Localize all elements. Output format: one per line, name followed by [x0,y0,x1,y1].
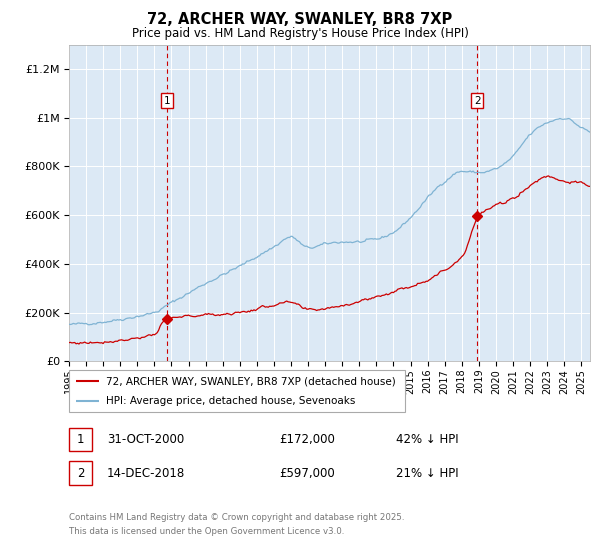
FancyBboxPatch shape [69,370,405,412]
Text: £172,000: £172,000 [279,433,335,446]
Text: 2: 2 [474,96,481,106]
Text: 2: 2 [77,466,84,480]
Text: Price paid vs. HM Land Registry's House Price Index (HPI): Price paid vs. HM Land Registry's House … [131,27,469,40]
Text: 42% ↓ HPI: 42% ↓ HPI [396,433,458,446]
Text: £597,000: £597,000 [279,466,335,480]
Text: 1: 1 [77,433,84,446]
Text: HPI: Average price, detached house, Sevenoaks: HPI: Average price, detached house, Seve… [106,396,355,406]
Text: 14-DEC-2018: 14-DEC-2018 [107,466,185,480]
Text: 31-OCT-2000: 31-OCT-2000 [107,433,184,446]
Text: 1: 1 [164,96,170,106]
Text: 72, ARCHER WAY, SWANLEY, BR8 7XP (detached house): 72, ARCHER WAY, SWANLEY, BR8 7XP (detach… [106,376,396,386]
Text: 72, ARCHER WAY, SWANLEY, BR8 7XP: 72, ARCHER WAY, SWANLEY, BR8 7XP [148,12,452,27]
Text: This data is licensed under the Open Government Licence v3.0.: This data is licensed under the Open Gov… [69,528,344,536]
Text: 21% ↓ HPI: 21% ↓ HPI [396,466,458,480]
Text: Contains HM Land Registry data © Crown copyright and database right 2025.: Contains HM Land Registry data © Crown c… [69,514,404,522]
